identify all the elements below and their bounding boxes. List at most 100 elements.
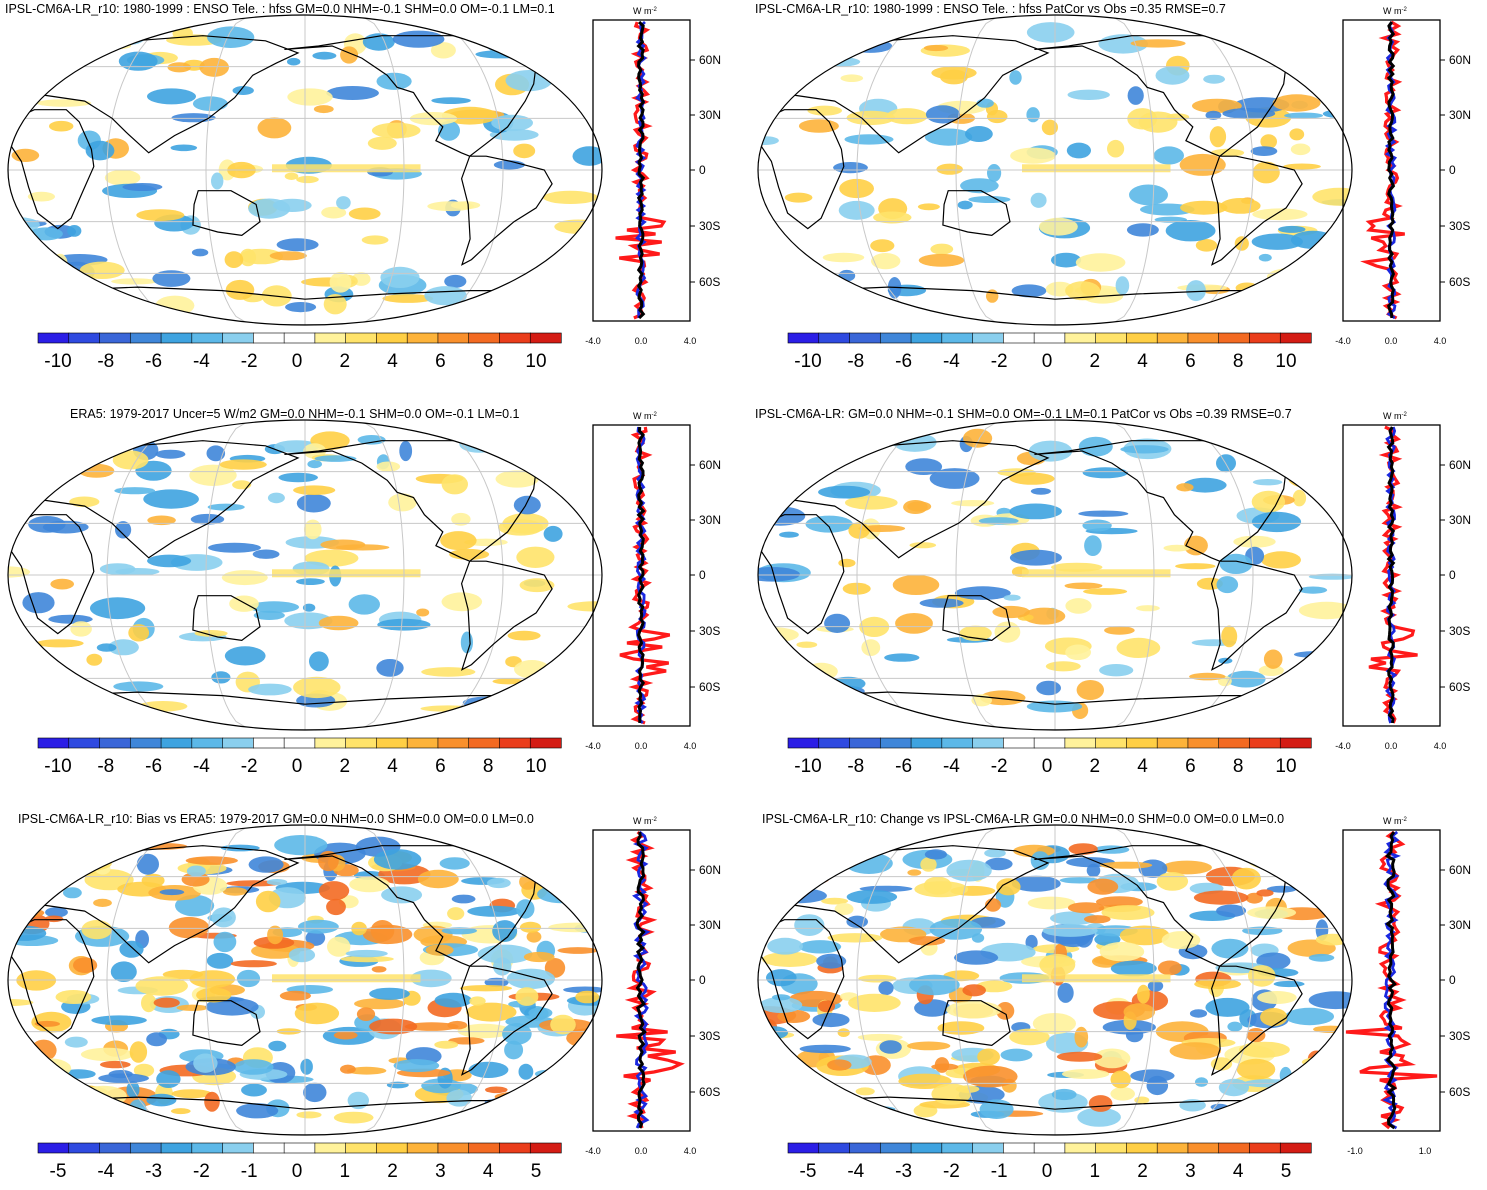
lat-label: 0 xyxy=(1449,163,1456,177)
profile-line xyxy=(632,830,651,1129)
panel-5: IPSL-CM6A-LR_r10: Bias vs ERA5: 1979-201… xyxy=(0,810,737,1190)
colorbar-swatch xyxy=(879,1142,912,1154)
colorbar-swatch xyxy=(1156,737,1189,749)
zonal-profile: W m-2 60N 30N 0 30S 60S -4.0 0.0 4.0 xyxy=(585,816,721,1156)
colorbar-swatch xyxy=(437,737,470,749)
colorbar-swatch xyxy=(972,737,1004,749)
colorbar-label: 2 xyxy=(340,351,351,372)
colorbar-swatch xyxy=(437,1142,470,1154)
lat-label: 30S xyxy=(1449,219,1470,233)
map-border xyxy=(757,14,1353,326)
lat-label: 30N xyxy=(699,918,721,932)
panel-title: IPSL-CM6A-LR_r10: 1980-1999 : ENSO Tele.… xyxy=(755,2,1226,16)
colorbar-swatch xyxy=(1126,332,1158,344)
lat-label: 0 xyxy=(1449,568,1456,582)
colorbar-label: 4 xyxy=(483,1161,494,1182)
colorbar-label: -1 xyxy=(241,1161,258,1182)
colorbar-swatch xyxy=(529,737,562,749)
colorbar-swatch xyxy=(818,332,851,344)
colorbar-swatch xyxy=(437,332,470,344)
coast-samerica xyxy=(1210,155,1303,266)
colorbar-label: -4 xyxy=(97,1161,114,1182)
colorbar-swatch xyxy=(1003,1142,1035,1154)
profile-line xyxy=(1386,21,1396,319)
panel-1: IPSL-CM6A-LR_r10: 1980-1999 : ENSO Tele.… xyxy=(0,0,737,380)
profile-line xyxy=(636,20,646,320)
map-border xyxy=(7,14,603,326)
colorbar-label: 8 xyxy=(1233,351,1244,372)
colorbar-label: -6 xyxy=(895,756,912,777)
coast-antarctic xyxy=(57,691,553,730)
map xyxy=(757,14,1353,326)
colorbar-swatch xyxy=(787,737,820,749)
lat-label: 60N xyxy=(699,53,721,67)
colorbar-label: -2 xyxy=(193,1161,210,1182)
colorbar: -10 -8 -6 -4 -2 0 2 4 6 8 10 xyxy=(37,737,562,777)
lat-label: 60N xyxy=(699,863,721,877)
colorbar-swatch xyxy=(1218,1142,1251,1154)
lat-label: 0 xyxy=(699,163,706,177)
lat-label: 30N xyxy=(699,513,721,527)
colorbar-swatch xyxy=(1033,332,1066,344)
colorbar-swatch xyxy=(191,1142,224,1154)
colorbar: -10 -8 -6 -4 -2 0 2 4 6 8 10 xyxy=(787,737,1312,777)
colorbar-swatch xyxy=(910,737,943,749)
colorbar-label: -2 xyxy=(943,1161,960,1182)
colorbar-label: 10 xyxy=(1275,756,1296,777)
colorbar-swatch xyxy=(253,737,285,749)
colorbar-swatch xyxy=(529,332,562,344)
panel-6: IPSL-CM6A-LR_r10: Change vs IPSL-CM6A-LR… xyxy=(750,810,1487,1190)
colorbar-label: 6 xyxy=(435,756,446,777)
panel-title: IPSL-CM6A-LR_r10: Bias vs ERA5: 1979-201… xyxy=(18,812,534,826)
colorbar-swatch xyxy=(160,737,193,749)
colorbar-swatch xyxy=(849,737,881,749)
colorbar-label: -8 xyxy=(847,756,864,777)
panel-2: IPSL-CM6A-LR_r10: 1980-1999 : ENSO Tele.… xyxy=(750,0,1487,380)
colorbar-swatch xyxy=(345,1142,378,1154)
colorbar-swatch xyxy=(1218,737,1251,749)
colorbar-swatch xyxy=(1249,1142,1281,1154)
profile-units: W m-2 xyxy=(1383,6,1407,16)
profile-xtick: -4.0 xyxy=(585,741,601,751)
zonal-profile: W m-2 60N 30N 0 30S 60S -4.0 0.0 4.0 xyxy=(1335,411,1471,751)
colorbar-swatch xyxy=(1064,737,1097,749)
colorbar-label: 2 xyxy=(1137,1161,1148,1182)
map-border xyxy=(7,419,603,731)
colorbar-swatch xyxy=(222,737,254,749)
colorbar-label: 5 xyxy=(531,1161,542,1182)
panel-graphics: -10 -8 -6 -4 -2 0 2 4 6 8 10 W m-2 60N 30N 0 30S 60S -4.0… xyxy=(757,6,1471,372)
profile-units: W m-2 xyxy=(1383,411,1407,421)
lat-label: 60S xyxy=(699,275,720,289)
colorbar-swatch xyxy=(941,737,974,749)
colorbar: -10 -8 -6 -4 -2 0 2 4 6 8 10 xyxy=(37,332,562,372)
colorbar-swatch xyxy=(1003,332,1035,344)
profile-xtick: 0.0 xyxy=(635,1146,648,1156)
colorbar-swatch xyxy=(1033,1142,1066,1154)
colorbar-swatch xyxy=(1279,737,1312,749)
colorbar-swatch xyxy=(499,332,531,344)
panel-title: IPSL-CM6A-LR_r10: Change vs IPSL-CM6A-LR… xyxy=(762,812,1285,826)
zonal-profile: W m-2 60N 30N 0 30S 60S -1.0 1.0 xyxy=(1342,816,1471,1156)
colorbar-swatch xyxy=(68,737,101,749)
lat-label: 30N xyxy=(1449,108,1471,122)
colorbar-swatch xyxy=(1064,1142,1097,1154)
lat-label: 30S xyxy=(1449,1029,1470,1043)
map xyxy=(757,824,1353,1136)
colorbar-label: -3 xyxy=(895,1161,912,1182)
lat-label: 0 xyxy=(699,973,706,987)
colorbar-swatch xyxy=(314,332,347,344)
colorbar-swatch xyxy=(283,332,316,344)
colorbar-label: 2 xyxy=(340,756,351,777)
colorbar-label: -2 xyxy=(241,756,258,777)
colorbar-label: 3 xyxy=(1185,1161,1196,1182)
profile-xtick: 1.0 xyxy=(1419,1146,1432,1156)
map-border xyxy=(757,419,1353,731)
profile-xtick: 0.0 xyxy=(635,741,648,751)
colorbar-label: 4 xyxy=(1137,351,1148,372)
map xyxy=(7,419,603,731)
panel-graphics: -10 -8 -6 -4 -2 0 2 4 6 8 10 W m-2 60N 30N 0 30S 60S -4.0… xyxy=(7,6,721,372)
profile-xtick: 4.0 xyxy=(1434,336,1447,346)
colorbar-swatch xyxy=(376,737,408,749)
map xyxy=(7,824,603,1136)
lat-label: 60N xyxy=(1449,458,1471,472)
